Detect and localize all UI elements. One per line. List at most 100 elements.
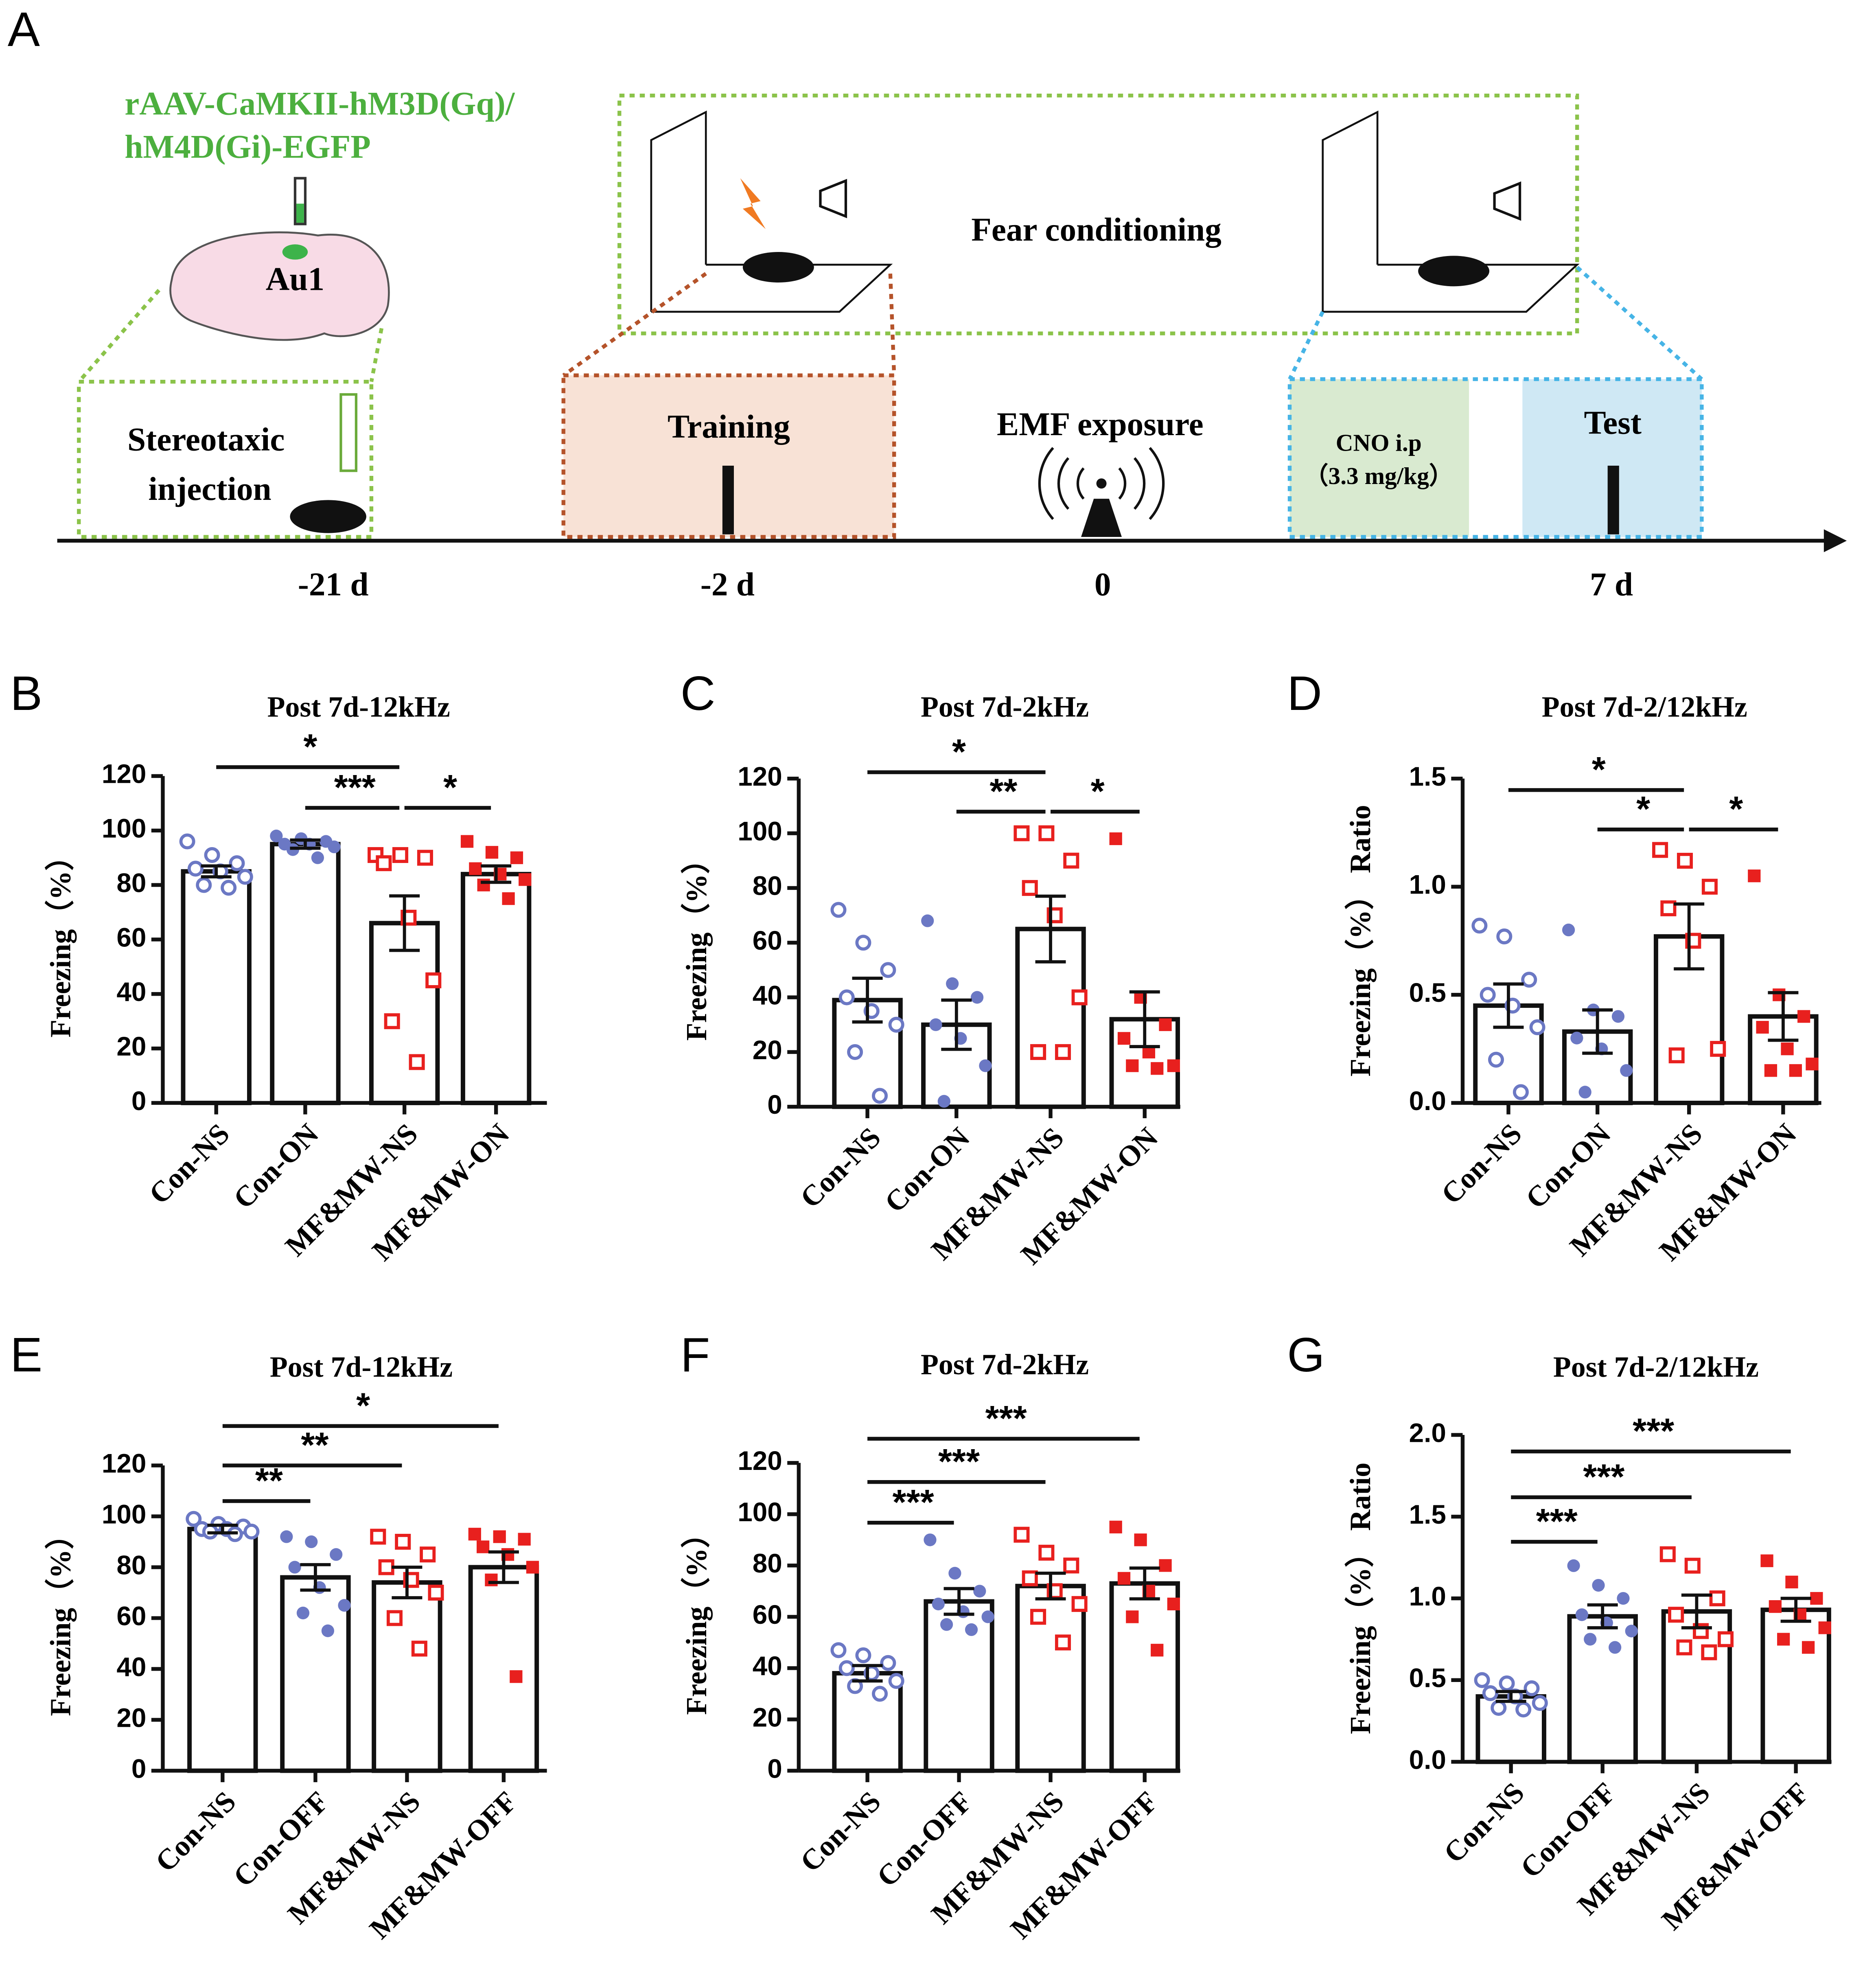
y-axis-label: Freezing（%）	[44, 1520, 77, 1716]
data-point	[425, 972, 442, 988]
panel-letter: E	[10, 1328, 42, 1382]
stereo-label: Stereotaxic	[127, 421, 285, 458]
data-point	[1748, 869, 1761, 883]
stereotaxic-box	[77, 380, 374, 539]
y-tick-label: 120	[738, 762, 782, 791]
bar	[1109, 1581, 1180, 1773]
data-point	[1532, 1695, 1548, 1711]
data-point	[237, 869, 253, 885]
data-point	[1575, 1608, 1589, 1621]
data-point	[1789, 1064, 1802, 1077]
data-point	[940, 1618, 953, 1631]
data-point	[1030, 1609, 1046, 1625]
chart-panel: E Post 7d-12kHz Freezing（%） 0 20 40 60 80 100 120…	[10, 1328, 547, 1945]
panel-letter: B	[10, 667, 42, 721]
data-point	[1529, 1019, 1545, 1036]
y-tick-label: 20	[116, 1032, 146, 1061]
y-tick-label: 80	[753, 1548, 782, 1578]
data-point	[1038, 1544, 1055, 1561]
data-point	[518, 1533, 531, 1546]
data-point	[1567, 1559, 1580, 1572]
data-point	[321, 1624, 335, 1637]
data-point	[186, 1511, 202, 1527]
y-tick-label: 40	[116, 977, 146, 1007]
data-point	[477, 878, 490, 891]
virus-label: hM4D(Gi)-EGFP	[125, 129, 371, 165]
cno-test-border	[1287, 377, 1704, 539]
data-point	[948, 1567, 961, 1580]
data-point	[1584, 1633, 1597, 1646]
data-point	[196, 877, 212, 893]
x-tick-label: Con-NS	[794, 1121, 887, 1214]
data-point	[485, 1573, 498, 1586]
y-tick-label: 1.0	[1409, 870, 1446, 900]
data-point	[924, 1533, 937, 1546]
significance-label: ***	[892, 1482, 934, 1522]
zoom-line	[562, 272, 896, 377]
y-tick-label: 2.0	[1409, 1418, 1446, 1448]
data-point	[1810, 1592, 1823, 1605]
data-point	[965, 1623, 978, 1636]
data-point	[1491, 1700, 1507, 1716]
data-point	[1570, 1032, 1583, 1045]
syringe	[339, 393, 358, 472]
data-point	[973, 1585, 986, 1598]
data-point	[830, 902, 847, 918]
x-tick-label: Con-NS	[1437, 1776, 1530, 1869]
error-bar	[488, 1550, 519, 1584]
error-bar	[1035, 894, 1066, 964]
data-point	[1677, 852, 1693, 869]
data-point	[1578, 1086, 1591, 1099]
data-point	[1071, 1596, 1088, 1612]
data-point	[921, 914, 934, 927]
data-point	[1109, 832, 1122, 845]
syringe-fill	[296, 204, 304, 223]
data-point	[1760, 1554, 1773, 1567]
test-label: Test	[1584, 405, 1641, 441]
chart-panel: C Post 7d-2kHz Freezing（%） 0 20 40 60 80 100 120 C…	[680, 667, 1180, 1271]
data-point	[830, 1642, 847, 1658]
significance-label: *	[1729, 789, 1743, 829]
y-tick-label: 60	[753, 1600, 782, 1629]
data-point	[1167, 1059, 1180, 1072]
y-tick-label: 60	[753, 926, 782, 955]
bar	[187, 1526, 258, 1773]
y-tick-label: 1.5	[1409, 762, 1446, 791]
error-bar	[1035, 1571, 1066, 1601]
data-point	[243, 1523, 260, 1540]
error-bar	[1674, 902, 1705, 971]
data-point	[1030, 1044, 1046, 1060]
significance-label: ***	[1633, 1411, 1674, 1451]
data-point	[221, 880, 237, 896]
data-point	[888, 1016, 904, 1033]
error-bar	[201, 864, 232, 878]
y-tick-label: 0	[131, 1754, 147, 1783]
data-point	[1159, 1018, 1172, 1031]
significance-label: *	[443, 767, 457, 807]
y-tick-label: 40	[753, 980, 782, 1010]
data-point	[1496, 928, 1513, 944]
data-point	[376, 855, 392, 872]
bar	[460, 872, 532, 1105]
data-point	[1022, 1570, 1038, 1586]
training-label: Training	[668, 408, 790, 445]
data-point	[1513, 1084, 1529, 1100]
region-label: Au1	[266, 261, 324, 298]
bar	[372, 1580, 442, 1773]
data-point	[1659, 1546, 1676, 1562]
mouse	[742, 252, 814, 283]
waves	[1038, 447, 1165, 520]
significance-label: *	[303, 727, 317, 767]
data-point	[1063, 852, 1079, 869]
data-point	[280, 1530, 293, 1543]
data-point	[1777, 1633, 1790, 1646]
data-point	[1617, 1592, 1630, 1605]
bar	[270, 842, 341, 1105]
error-bar	[389, 894, 420, 952]
bar	[924, 1599, 994, 1773]
error-bar	[1495, 1690, 1526, 1703]
data-point	[1764, 1064, 1777, 1077]
significance-label: ***	[938, 1441, 980, 1481]
data-point	[1117, 1032, 1131, 1045]
data-point	[1151, 1062, 1164, 1075]
